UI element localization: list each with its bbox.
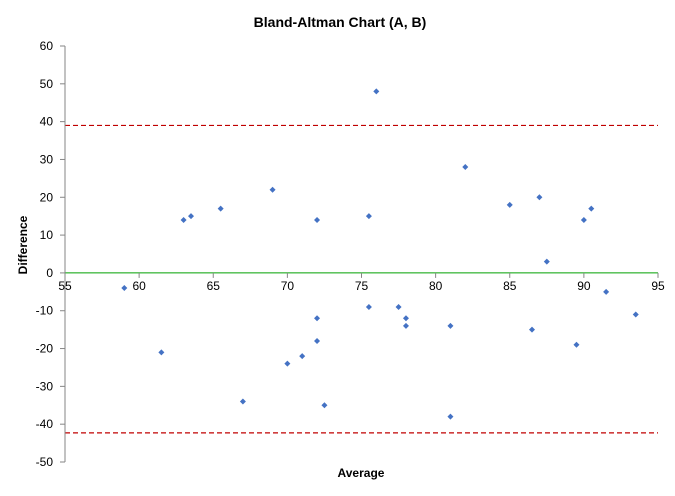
- data-point: [314, 216, 321, 223]
- x-tick-label: 80: [429, 279, 443, 293]
- y-tick-label: 0: [46, 266, 53, 280]
- y-tick-label: 50: [40, 77, 54, 91]
- y-tick-label: -30: [36, 379, 54, 393]
- data-point: [188, 213, 195, 220]
- data-point: [373, 88, 380, 95]
- data-point: [314, 315, 321, 322]
- data-point: [180, 216, 187, 223]
- data-point: [603, 288, 610, 295]
- data-point: [632, 311, 639, 318]
- data-point: [365, 303, 372, 310]
- y-tick-label: -50: [36, 455, 54, 469]
- data-point: [158, 349, 165, 356]
- y-tick-label: -40: [36, 417, 54, 431]
- chart-title: Bland-Altman Chart (A, B): [254, 14, 427, 30]
- data-point: [462, 164, 469, 171]
- data-point: [536, 194, 543, 201]
- data-point: [528, 326, 535, 333]
- data-point: [506, 201, 513, 208]
- y-tick-label: -10: [36, 304, 54, 318]
- data-point: [365, 213, 372, 220]
- x-tick-label: 90: [577, 279, 591, 293]
- data-point: [402, 322, 409, 329]
- x-tick-label: 60: [132, 279, 146, 293]
- y-tick-label: 20: [40, 190, 54, 204]
- data-point: [299, 353, 306, 360]
- data-point: [580, 216, 587, 223]
- x-tick-label: 95: [651, 279, 665, 293]
- data-point: [543, 258, 550, 265]
- y-tick-label: 40: [40, 115, 54, 129]
- x-tick-label: 85: [503, 279, 517, 293]
- x-tick-label: 65: [207, 279, 221, 293]
- data-point: [447, 322, 454, 329]
- data-point: [321, 402, 328, 409]
- data-point: [447, 413, 454, 420]
- data-point: [588, 205, 595, 212]
- data-point: [217, 205, 224, 212]
- y-tick-label: 10: [40, 228, 54, 242]
- data-point: [239, 398, 246, 405]
- data-point: [269, 186, 276, 193]
- data-point: [314, 337, 321, 344]
- data-point: [402, 315, 409, 322]
- x-tick-label: 75: [355, 279, 369, 293]
- y-tick-label: 30: [40, 152, 54, 166]
- data-point: [284, 360, 291, 367]
- y-axis-title: Difference: [16, 215, 30, 274]
- x-tick-label: 70: [281, 279, 295, 293]
- tick-labels: 60 50 40 30 20 10 0 -10 -20 -30 -40 -50 55 60 65 70 75 80…: [36, 39, 665, 469]
- y-tick-label: 60: [40, 39, 54, 53]
- data-point: [121, 285, 128, 292]
- data-points: [121, 88, 639, 420]
- y-tick-label: -20: [36, 342, 54, 356]
- x-axis-title: Average: [338, 466, 385, 480]
- data-point: [573, 341, 580, 348]
- data-point: [395, 303, 402, 310]
- axes: [60, 45, 659, 463]
- x-tick-label: 55: [58, 279, 72, 293]
